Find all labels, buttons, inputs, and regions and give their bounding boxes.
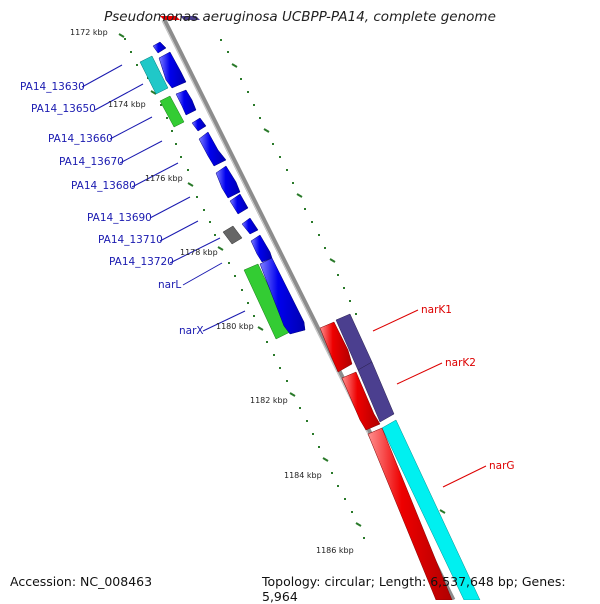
cds-blue-arrow xyxy=(250,234,273,263)
gene-label[interactable]: narX xyxy=(179,325,204,337)
gene-label[interactable]: PA14_13710 xyxy=(98,234,163,246)
gene-label[interactable]: PA14_13630 xyxy=(20,81,85,93)
inner-tick-dots xyxy=(124,38,365,539)
right-label-leaders xyxy=(372,309,487,488)
tick-label: 1176 kbp xyxy=(145,174,183,183)
tick-label: 1184 kbp xyxy=(284,471,322,480)
cds-blue-arrow xyxy=(198,131,227,167)
inner-strand-features xyxy=(139,41,306,340)
top-red-feature xyxy=(160,16,180,20)
top-purple-feature xyxy=(180,16,200,20)
tick-label: 1172 kbp xyxy=(70,28,108,37)
cds-blue-arrow xyxy=(259,257,306,335)
left-label-leaders xyxy=(81,64,246,332)
tick-label: 1182 kbp xyxy=(250,396,288,405)
gene-label[interactable]: PA14_13720 xyxy=(109,256,174,268)
outer-tick-dots xyxy=(220,39,357,315)
cds-blue-arrow xyxy=(215,165,241,199)
cds-red-arrow xyxy=(341,371,381,431)
cds-blue-arrow xyxy=(241,217,259,235)
cds-blue-arrow xyxy=(152,41,167,54)
cds-gray-rect xyxy=(222,225,243,245)
cds-blue-arrow xyxy=(175,89,197,116)
tick-label: 1180 kbp xyxy=(216,322,254,331)
gene-label[interactable]: narK2 xyxy=(445,357,476,369)
gene-label[interactable]: narK1 xyxy=(421,304,452,316)
gene-label[interactable]: narG xyxy=(489,460,515,472)
cds-blue-arrow xyxy=(191,117,207,132)
outer-strand-features xyxy=(319,313,481,600)
cds-blue-arrow xyxy=(229,193,249,215)
cds-green-rect xyxy=(159,95,185,128)
cds-purple-arrow xyxy=(357,361,395,423)
outer-major-ticks xyxy=(231,63,446,514)
tick-label: 1178 kbp xyxy=(180,248,218,257)
tick-label: 1186 kbp xyxy=(316,546,354,555)
tick-label: 1174 kbp xyxy=(108,100,146,109)
gene-label[interactable]: PA14_13690 xyxy=(87,212,152,224)
gene-label[interactable]: PA14_13670 xyxy=(59,156,124,168)
accession-text: Accession: NC_008463 xyxy=(10,574,153,589)
cds-blue-arrow xyxy=(158,51,187,89)
gene-label[interactable]: PA14_13680 xyxy=(71,180,136,192)
cds-cyan-rect xyxy=(381,419,481,600)
inner-major-ticks xyxy=(118,33,362,527)
cds-teal-rect xyxy=(139,55,169,95)
page-title: Pseudomonas aeruginosa UCBPP-PA14, compl… xyxy=(104,9,496,25)
gene-label[interactable]: PA14_13660 xyxy=(48,133,113,145)
gene-label[interactable]: PA14_13650 xyxy=(31,103,96,115)
gene-label[interactable]: narL xyxy=(158,279,182,291)
cds-red-arrow xyxy=(319,321,353,373)
cds-red-rect xyxy=(367,427,453,600)
